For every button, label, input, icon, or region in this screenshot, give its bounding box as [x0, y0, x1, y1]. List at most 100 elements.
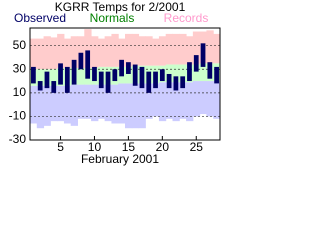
- record-low-band: [165, 82, 173, 119]
- y-tick-label: 10: [13, 85, 27, 99]
- record-high-band: [63, 38, 72, 69]
- normal-band: [77, 68, 85, 85]
- observed-bar: [51, 81, 57, 93]
- record-low-band: [186, 82, 194, 122]
- record-high-band: [36, 38, 45, 70]
- record-low-band: [172, 82, 180, 122]
- normal-band: [50, 69, 58, 86]
- observed-bar: [78, 52, 84, 70]
- record-low-band: [36, 85, 45, 129]
- observed-bar: [71, 59, 77, 85]
- record-high-band: [138, 36, 146, 66]
- record-low-band: [77, 84, 85, 119]
- x-axis-label: February 2001: [81, 152, 159, 166]
- legend-label: Normals: [90, 11, 135, 25]
- record-high-band: [57, 33, 65, 69]
- record-low-band: [179, 82, 187, 119]
- observed-bar: [58, 63, 63, 85]
- record-low-band: [138, 83, 146, 129]
- observed-bar: [37, 81, 43, 91]
- record-high-band: [213, 33, 221, 64]
- record-high-band: [172, 33, 180, 65]
- record-low-band: [192, 81, 201, 117]
- observed-bar: [126, 62, 131, 74]
- normal-band: [172, 64, 180, 83]
- observed-bar: [173, 76, 179, 91]
- observed-bar: [64, 66, 70, 93]
- record-low-band: [125, 83, 133, 129]
- record-low-band: [97, 84, 106, 119]
- normal-band: [125, 66, 133, 84]
- record-high-band: [179, 33, 187, 65]
- y-tick-label: 30: [13, 61, 27, 75]
- record-high-band: [30, 38, 38, 70]
- normal-band: [165, 64, 173, 83]
- observed-bar: [207, 62, 213, 79]
- record-low-band: [118, 83, 126, 124]
- x-tick-label: 25: [190, 140, 204, 154]
- record-high-band: [186, 36, 194, 65]
- observed-bar: [180, 76, 186, 89]
- record-high-band: [192, 31, 201, 65]
- observed-bar: [98, 71, 104, 89]
- y-tick-label: 50: [13, 38, 27, 52]
- chart: KGRR Temps for 2/2001 February 2001 Obse…: [9, 0, 221, 166]
- x-tick-label: 10: [88, 140, 102, 154]
- record-high-band: [158, 36, 167, 66]
- record-low-band: [152, 83, 160, 117]
- x-tick-label: 5: [57, 140, 64, 154]
- observed-bar: [187, 62, 192, 82]
- record-low-band: [43, 85, 51, 126]
- observed-bar: [44, 71, 50, 89]
- record-low-band: [63, 85, 72, 124]
- record-high-band: [131, 33, 140, 66]
- observed-bar: [139, 66, 145, 89]
- record-high-band: [43, 36, 51, 70]
- normal-band: [179, 64, 187, 83]
- record-high-band: [50, 37, 58, 70]
- observed-bar: [146, 71, 152, 93]
- record-high-band: [206, 30, 214, 64]
- record-low-band: [206, 81, 214, 117]
- record-low-band: [84, 84, 92, 119]
- record-high-band: [97, 38, 106, 67]
- normal-band: [199, 63, 207, 82]
- x-tick-label: 15: [122, 140, 136, 154]
- record-high-band: [70, 36, 78, 69]
- record-low-band: [145, 83, 153, 119]
- record-high-band: [125, 33, 133, 67]
- record-low-band: [57, 85, 65, 122]
- record-high-band: [84, 29, 92, 69]
- observed-bar: [214, 66, 219, 84]
- record-low-band: [91, 84, 99, 122]
- record-low-band: [30, 85, 38, 124]
- record-low-band: [199, 81, 207, 115]
- observed-bar: [112, 69, 118, 82]
- record-low-band: [111, 84, 119, 124]
- record-high-band: [104, 36, 112, 67]
- y-tick-label: -30: [9, 132, 27, 146]
- observed-bar: [166, 73, 172, 89]
- observed-bar: [31, 66, 36, 84]
- record-low-band: [213, 81, 221, 119]
- record-low-band: [131, 83, 140, 129]
- observed-bar: [85, 50, 91, 79]
- plot-frame: [29, 27, 221, 141]
- x-tick-label: 20: [156, 140, 170, 154]
- observed-bar: [119, 59, 124, 77]
- record-high-band: [91, 36, 99, 69]
- observed-bar: [92, 66, 97, 82]
- observed-bar: [159, 69, 165, 82]
- legend-label: Records: [164, 11, 209, 25]
- chart-title: KGRR Temps for 2/2001: [55, 0, 186, 14]
- observed-bar: [193, 55, 199, 72]
- record-low-band: [158, 82, 167, 122]
- record-low-band: [70, 84, 78, 126]
- record-high-band: [77, 36, 85, 69]
- record-high-band: [165, 33, 173, 65]
- observed-bar: [105, 71, 111, 93]
- observed-bar: [200, 43, 206, 67]
- observed-bar: [132, 64, 138, 86]
- observed-bar: [153, 71, 158, 89]
- record-high-band: [118, 38, 126, 67]
